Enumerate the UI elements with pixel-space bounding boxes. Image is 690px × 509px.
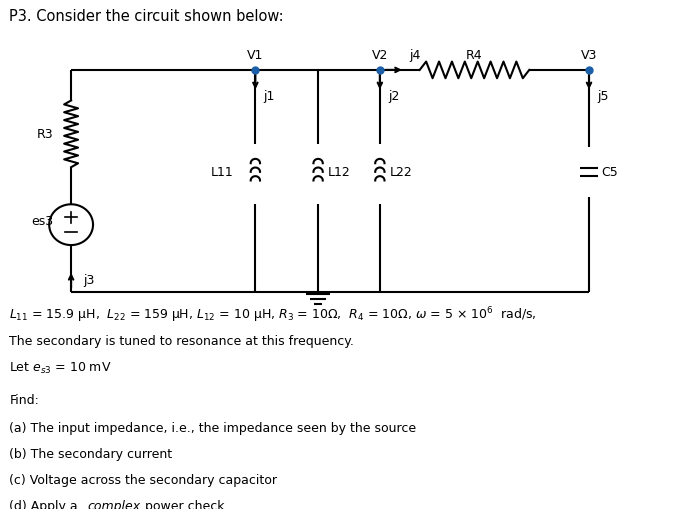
Text: Find:: Find: <box>10 393 39 407</box>
Text: R3: R3 <box>37 128 53 141</box>
Text: power check: power check <box>141 499 224 509</box>
Text: V1: V1 <box>247 48 264 62</box>
Text: L22: L22 <box>390 166 413 179</box>
Text: R4: R4 <box>466 48 483 62</box>
Text: C5: C5 <box>601 166 618 179</box>
Text: L12: L12 <box>328 166 351 179</box>
Text: (d) Apply a: (d) Apply a <box>10 499 82 509</box>
Text: j5: j5 <box>597 90 609 103</box>
Text: es3: es3 <box>31 214 53 227</box>
Text: (c) Voltage across the secondary capacitor: (c) Voltage across the secondary capacit… <box>10 473 277 486</box>
Text: The secondary is tuned to resonance at this frequency.: The secondary is tuned to resonance at t… <box>10 334 354 347</box>
Text: j4: j4 <box>410 48 421 62</box>
Text: Let $e_{s3}$ = 10 mV: Let $e_{s3}$ = 10 mV <box>10 360 112 375</box>
Text: P3. Consider the circuit shown below:: P3. Consider the circuit shown below: <box>10 9 284 24</box>
Text: $L_{11}$ = 15.9 μH,  $L_{22}$ = 159 μH, $L_{12}$ = 10 μH, $R_3$ = 10Ω,  $R_4$ = : $L_{11}$ = 15.9 μH, $L_{22}$ = 159 μH, $… <box>10 305 537 324</box>
Text: (b) The secondary current: (b) The secondary current <box>10 447 172 460</box>
Text: j3: j3 <box>83 273 95 286</box>
Text: V3: V3 <box>581 48 598 62</box>
Text: j1: j1 <box>264 90 275 103</box>
Text: j2: j2 <box>388 90 400 103</box>
Text: L11: L11 <box>210 166 233 179</box>
Text: complex: complex <box>87 499 140 509</box>
Text: (a) The input impedance, i.e., the impedance seen by the source: (a) The input impedance, i.e., the imped… <box>10 421 417 434</box>
Text: V2: V2 <box>372 48 388 62</box>
